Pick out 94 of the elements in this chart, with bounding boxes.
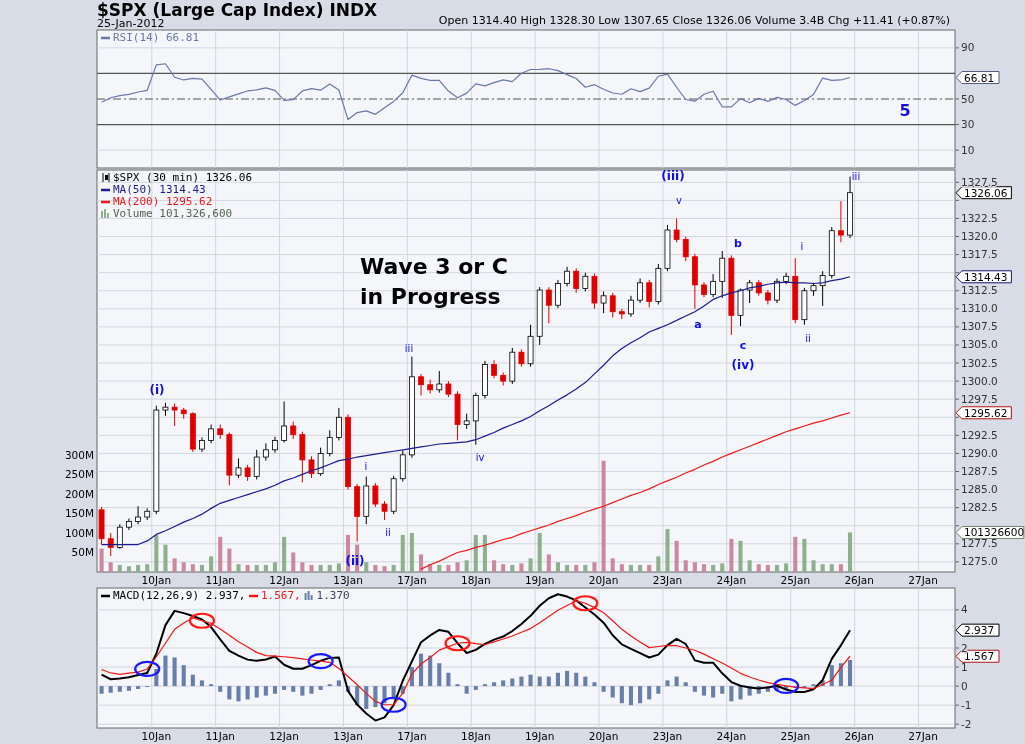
y-tick-label: 1290.0 bbox=[961, 446, 998, 459]
y-tick-label: 2.937 bbox=[964, 624, 995, 637]
legend-label: MA(200) 1295.62 bbox=[113, 195, 213, 208]
x-tick-label: 11Jan bbox=[205, 574, 235, 586]
x-tick-label: 24Jan bbox=[716, 730, 747, 742]
y-tick-label: 4 bbox=[961, 603, 968, 616]
y-tick-label: 1282.5 bbox=[961, 501, 998, 514]
y-tick-label: 1317.5 bbox=[961, 248, 998, 261]
x-tick-label: 20Jan bbox=[588, 730, 619, 742]
x-tick-label: 26Jan bbox=[844, 730, 874, 742]
annotation: (ii) bbox=[345, 554, 365, 568]
y-tick-label: 0 bbox=[961, 679, 968, 692]
annotation: ii bbox=[805, 333, 811, 344]
text: 101326600 bbox=[964, 526, 1025, 539]
x-tick-label: 27Jan bbox=[908, 574, 938, 586]
y2-tick-label: 150M bbox=[64, 507, 94, 520]
y-tick-label: -1 bbox=[961, 698, 972, 711]
legend-label: 1.370 bbox=[316, 589, 350, 602]
annotation: ii bbox=[385, 527, 391, 538]
x-tick-label: 27Jan bbox=[908, 730, 938, 742]
y-tick-label: 1292.5 bbox=[961, 428, 998, 441]
y-tick-label: 1307.5 bbox=[961, 320, 998, 333]
chart-subtitle: 25-Jan-2012 bbox=[97, 17, 165, 30]
chart-title: $SPX (Large Cap Index) INDX bbox=[97, 0, 378, 20]
y-tick-label: 1.567 bbox=[964, 650, 995, 663]
x-tick-label: 19Jan bbox=[524, 730, 555, 742]
y-tick-label: 1297.5 bbox=[961, 392, 998, 405]
x-tick-label: 19Jan bbox=[524, 574, 555, 586]
legend-label: $SPX (30 min) 1326.06 bbox=[113, 171, 253, 184]
y2-tick-label: 300M bbox=[64, 448, 94, 461]
annotation: iv bbox=[475, 452, 485, 463]
annotation: i bbox=[364, 461, 368, 472]
y-tick-label: 1326.06 bbox=[964, 186, 1008, 199]
y-tick-label: 1312.5 bbox=[961, 284, 998, 297]
annotation: c bbox=[739, 339, 747, 352]
annotation: (iv) bbox=[731, 358, 755, 372]
annotation: iii bbox=[404, 343, 414, 354]
legend-label: MA(50) 1314.43 bbox=[113, 183, 206, 196]
y-tick-label: 1305.0 bbox=[961, 338, 998, 351]
y2-tick-label: 200M bbox=[64, 487, 94, 500]
x-tick-label: 23Jan bbox=[652, 730, 683, 742]
x-tick-label: 13Jan bbox=[333, 574, 363, 586]
y-tick-label: 66.81 bbox=[964, 71, 995, 84]
x-tick-label: 13Jan bbox=[333, 730, 363, 742]
y-tick-label: 1327.5 bbox=[961, 175, 998, 188]
y-tick-label: 1310.0 bbox=[961, 302, 998, 315]
annotation: Wave 3 or C in Progress bbox=[360, 254, 508, 309]
y-tick-label: 90 bbox=[961, 41, 975, 54]
annotation: a bbox=[694, 318, 702, 331]
x-tick-label: 25Jan bbox=[780, 574, 811, 586]
y-tick-label: 1277.5 bbox=[961, 537, 998, 550]
y2-tick-label: 50M bbox=[71, 546, 94, 559]
x-tick-label: 12Jan bbox=[269, 574, 299, 586]
y-tick-label: 1285.0 bbox=[961, 483, 998, 496]
x-tick-label: 18Jan bbox=[461, 730, 491, 742]
y-tick-label: 30 bbox=[961, 118, 975, 131]
y2-tick-label: 100M bbox=[64, 526, 94, 539]
x-tick-label: 11Jan bbox=[205, 730, 235, 742]
y-tick-label: 50 bbox=[961, 92, 975, 105]
y-tick-label: 1302.5 bbox=[961, 356, 998, 369]
y-tick-label: 1 bbox=[961, 660, 968, 673]
annotation: i bbox=[800, 241, 804, 252]
y-tick-label: 1295.62 bbox=[964, 406, 1008, 419]
x-tick-label: 26Jan bbox=[844, 574, 874, 586]
x-tick-label: 17Jan bbox=[397, 574, 427, 586]
annotation: 5 bbox=[899, 101, 911, 120]
x-tick-label: 25Jan bbox=[780, 730, 811, 742]
x-tick-label: 23Jan bbox=[652, 574, 683, 586]
x-tick-label: 10Jan bbox=[141, 574, 172, 586]
annotation: v bbox=[676, 195, 683, 206]
legend-label: RSI(14) 66.81 bbox=[113, 31, 200, 44]
x-tick-label: 18Jan bbox=[461, 574, 491, 586]
text: Open 1314.40 High 1328.30 Low 1307.65 Close 1326.06 Volume 3.4B Chg +11.41 (+0.87%) bbox=[438, 14, 950, 27]
y-tick-label: 1275.0 bbox=[961, 555, 998, 568]
y-tick-label: 10 bbox=[961, 143, 975, 156]
x-tick-label: 17Jan bbox=[397, 730, 427, 742]
y-tick-label: 1314.43 bbox=[964, 270, 1008, 283]
legend-label: Volume 101,326,600 bbox=[113, 207, 233, 220]
annotation: (iii) bbox=[661, 169, 685, 183]
y-tick-label: 1300.0 bbox=[961, 374, 998, 387]
legend-label: 1.567, bbox=[261, 589, 301, 602]
x-tick-label: 24Jan bbox=[716, 574, 747, 586]
x-tick-label: 10Jan bbox=[141, 730, 172, 742]
y2-tick-label: 250M bbox=[64, 468, 94, 481]
y-tick-label: 1320.0 bbox=[961, 230, 998, 243]
y-tick-label: 1287.5 bbox=[961, 465, 998, 477]
x-tick-label: 20Jan bbox=[588, 574, 619, 586]
annotation: b bbox=[734, 237, 743, 250]
y-tick-label: -2 bbox=[961, 717, 972, 730]
x-tick-label: 12Jan bbox=[269, 730, 299, 742]
legend-label: MACD(12,26,9) 2.937, bbox=[113, 589, 246, 602]
annotation: iii bbox=[851, 171, 861, 182]
y-tick-label: 1322.5 bbox=[961, 211, 998, 224]
annotation: (i) bbox=[149, 383, 165, 397]
